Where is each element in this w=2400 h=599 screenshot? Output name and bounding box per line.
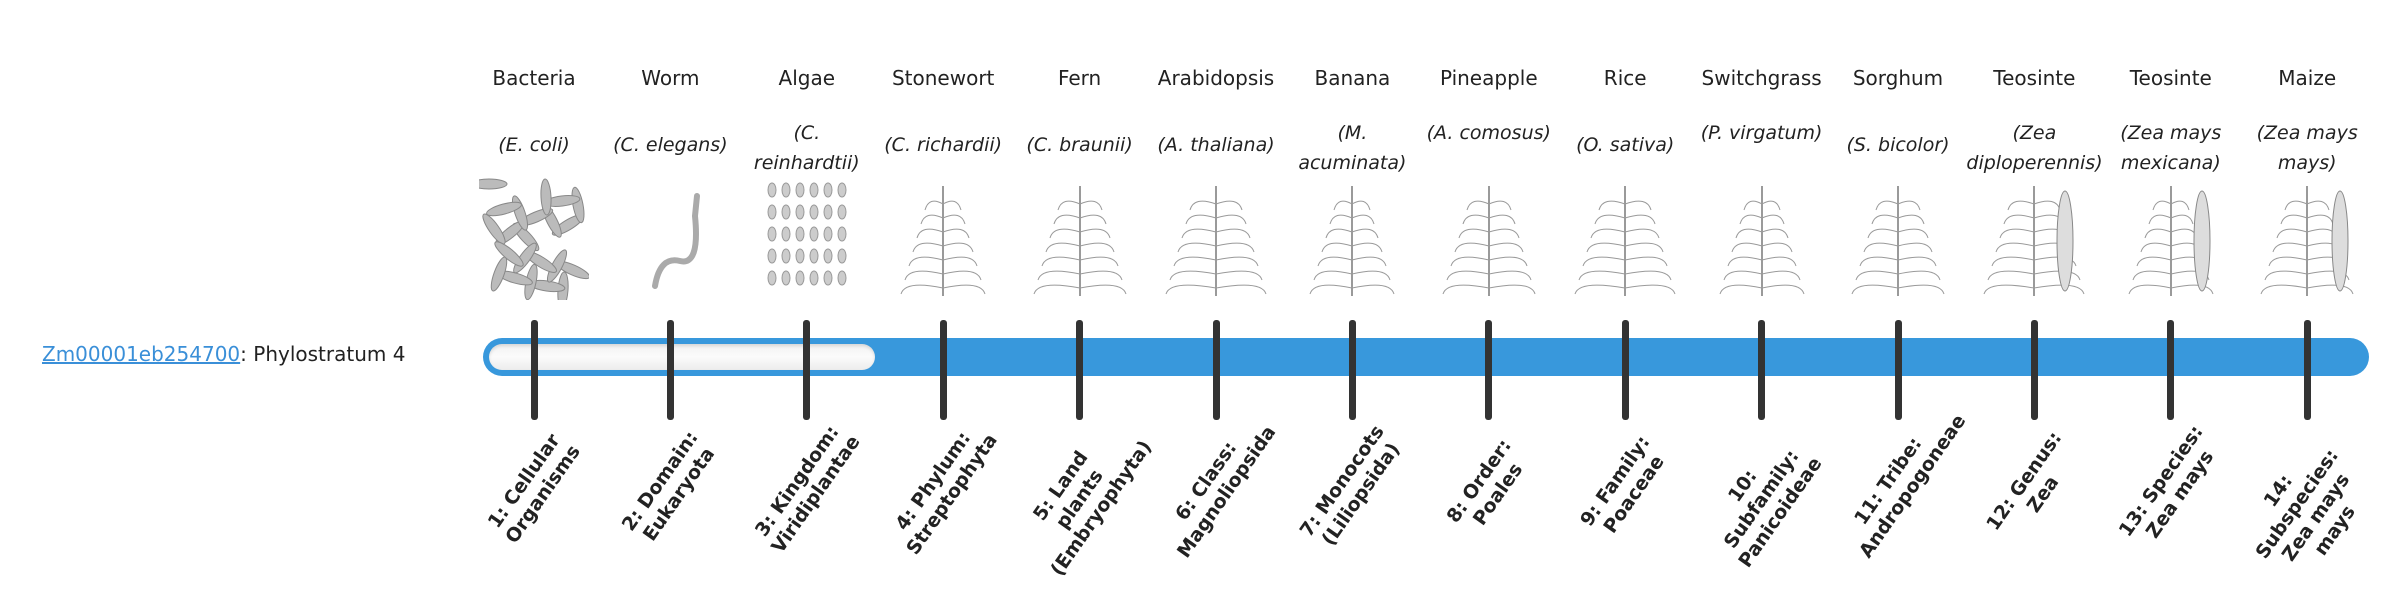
organism-name: Teosinte [2129, 66, 2212, 90]
organism-species: (A. thaliana) [1157, 134, 1275, 156]
stratum-tick [1485, 320, 1493, 420]
organism-species: (C. richardii) [884, 134, 1003, 156]
stratum-label: 13: Species: Zea mays [2114, 421, 2219, 543]
phylostratum-bar [483, 338, 2369, 376]
stratum-label: 4: Phylum: Streptophyta [891, 427, 1002, 559]
organism-species: (O. sativa) [1576, 134, 1675, 156]
fern-illustration [1025, 176, 1135, 300]
stratum-tick [1076, 320, 1084, 420]
stratum-tick [803, 320, 811, 420]
stratum-label: 7: Monocots (Liliopsida) [1296, 421, 1405, 550]
switchgrass-illustration [1707, 176, 1817, 300]
organism-species: (A. comosus) [1426, 122, 1551, 144]
organism-species: (S. bicolor) [1846, 134, 1950, 156]
organism-name: Worm [641, 66, 700, 90]
stratum-tick [1348, 320, 1356, 420]
rice-illustration [1570, 176, 1680, 300]
stratum-tick [1212, 320, 1220, 420]
phylostratum-fill [489, 344, 875, 370]
organism-species: (Zea diploperennis) [1966, 122, 2103, 174]
arabidopsis-illustration [1161, 176, 1271, 300]
bacteria-illustration [470, 176, 591, 309]
stratum-tick [1894, 320, 1902, 420]
stratum-label: 9: Family: Poaceae [1576, 431, 1669, 538]
organism-name: Algae [778, 66, 836, 90]
organism-name: Stonewort [891, 66, 995, 90]
organism-name: Rice [1603, 66, 1647, 90]
organism-name: Banana [1314, 66, 1391, 90]
organism-species: (M. acuminata) [1298, 122, 1407, 174]
stratum-tick [2167, 320, 2175, 420]
organism-name: Fern [1057, 66, 1102, 90]
worm-illustration [615, 176, 725, 300]
stratum-label: 5: Land plants (Embryophyta) [1028, 436, 1156, 581]
organism-name: Pineapple [1439, 66, 1538, 90]
organism-species: (Zea mays mexicana) [2120, 122, 2222, 174]
organism-species: (C. reinhardtii) [753, 122, 860, 174]
phylostratum-text: : Phylostratum 4 [240, 342, 406, 366]
organism-name: Sorghum [1852, 66, 1944, 90]
stratum-label: 2: Domain: Eukaryota [618, 427, 720, 546]
organism-species: (C. braunii) [1026, 134, 1133, 156]
stratum-label: 3: Kingdom: Viridiplantae [750, 421, 865, 558]
sorghum-illustration [1843, 176, 1953, 300]
stratum-label: 6: Class: Magnoliopsida [1171, 421, 1281, 563]
stratum-tick [1758, 320, 1766, 420]
stratum-label: 10: Subfamily: Panicoideae [1719, 445, 1827, 572]
stratum-tick [2030, 320, 2038, 420]
organism-species: (E. coli) [498, 134, 570, 156]
organism-species: (P. virgatum) [1700, 122, 1823, 144]
pineapple-illustration [1434, 176, 1544, 300]
stratum-label: 11: Tribe: Andropogoneae [1850, 410, 1971, 563]
stratum-label: 14: Subspecies: Zea mays mays [2251, 445, 2361, 566]
organism-name: Maize [2278, 66, 2337, 90]
maize-illustration [2252, 176, 2362, 300]
gene-label: Zm00001eb254700: Phylostratum 4 [42, 342, 405, 366]
stonewort-illustration [888, 176, 998, 300]
teosinte-illustration [1979, 176, 2089, 300]
stratum-label: 12: Genus: Zea [1982, 427, 2067, 535]
stratum-tick [1621, 320, 1629, 420]
organism-name: Teosinte [1993, 66, 2076, 90]
algae-illustration [752, 176, 862, 300]
banana-illustration [1297, 176, 1407, 300]
stratum-label: 1: Cellular Organisms [483, 429, 585, 548]
organism-name: Arabidopsis [1157, 66, 1275, 90]
organism-species: (C. elegans) [613, 134, 728, 156]
stratum-tick [666, 320, 674, 420]
stratum-tick [530, 320, 538, 420]
gene-link[interactable]: Zm00001eb254700 [42, 342, 241, 366]
teosinte-illustration [2116, 176, 2226, 300]
stratum-label: 8: Order: Poales [1442, 435, 1528, 530]
organism-name: Switchgrass [1701, 66, 1822, 90]
stratum-tick [939, 320, 947, 420]
organism-name: Bacteria [492, 66, 576, 90]
stratum-tick [2303, 320, 2311, 420]
organism-species: (Zea mays mays) [2256, 122, 2358, 174]
